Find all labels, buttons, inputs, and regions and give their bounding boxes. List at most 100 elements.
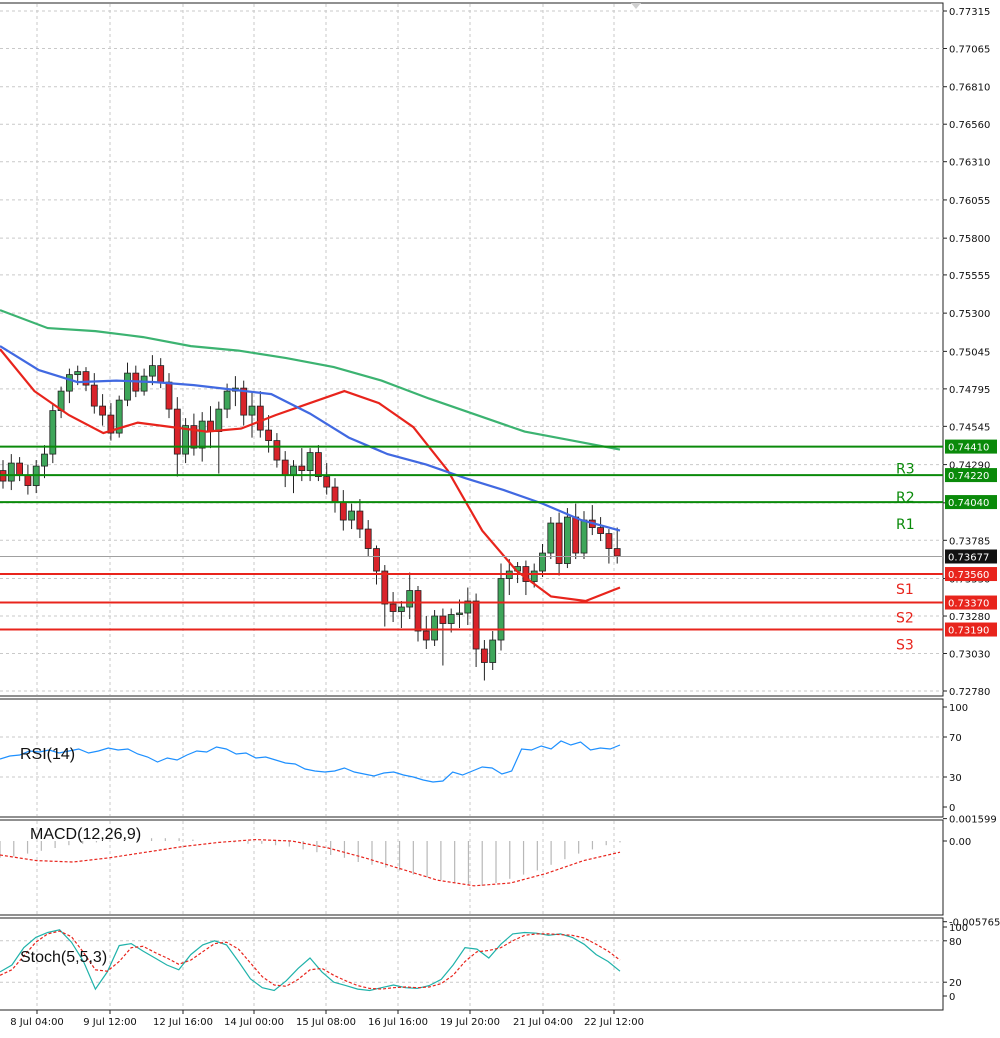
candle-body	[447, 614, 455, 624]
candle-body	[389, 603, 397, 612]
y-tick-label: 0.74290	[949, 461, 990, 472]
y-tick-label: 0.72780	[949, 687, 990, 698]
candle-body	[348, 510, 356, 521]
x-tick-label: 15 Jul 08:00	[296, 1017, 356, 1028]
candle-body	[480, 648, 488, 663]
candle-body	[397, 606, 405, 612]
candle-body	[190, 425, 198, 449]
candle-body	[539, 552, 546, 572]
candle-body	[248, 405, 256, 416]
candle-body	[472, 600, 480, 650]
rsi-y-tick-label: 30	[949, 773, 962, 784]
candle-body	[182, 425, 190, 455]
panel-frame-price	[0, 2, 944, 697]
current-price-text: 0.73677	[948, 552, 989, 563]
candle-body	[597, 527, 604, 534]
candle-body	[41, 453, 48, 467]
candle-body	[24, 474, 32, 486]
candle-body	[273, 440, 281, 461]
y-tick-label: 0.76810	[949, 83, 990, 94]
x-tick-label: 21 Jul 04:00	[513, 1017, 573, 1028]
x-tick-label: 16 Jul 16:00	[368, 1017, 428, 1028]
candle-body	[290, 465, 297, 476]
candle-body	[124, 372, 131, 401]
panel-frame-rsi	[0, 698, 944, 818]
ma-fast-line	[0, 348, 621, 603]
candle-body	[99, 405, 106, 416]
stoch-signal-line	[0, 930, 621, 990]
macd-signal-line	[0, 838, 621, 887]
level-label-r1: R1	[896, 517, 915, 533]
candle-body	[547, 522, 555, 554]
candle-body	[298, 465, 306, 471]
candle-body	[66, 374, 73, 392]
candle-body	[281, 459, 289, 476]
level-tag-s1	[945, 567, 997, 582]
level-tag-r2	[945, 468, 997, 483]
y-tick-label: 0.75045	[949, 347, 990, 358]
level-tag-s3	[945, 622, 997, 637]
panel-frame-stoch	[0, 917, 944, 1011]
candle-body	[364, 528, 372, 549]
rsi-y-tick-label: 100	[949, 703, 968, 714]
candle-body	[613, 548, 621, 557]
level-tag-text-r1: 0.74040	[948, 498, 989, 509]
rsi-line	[0, 740, 621, 783]
candle-body	[265, 429, 273, 441]
level-tag-text-s1: 0.73560	[948, 570, 989, 581]
candle-body	[49, 410, 57, 455]
candle-body	[422, 630, 430, 641]
level-tag-r3	[945, 439, 997, 454]
x-tick-label: 8 Jul 04:00	[10, 1017, 64, 1028]
y-tick-label: 0.77315	[949, 7, 990, 18]
x-tick-label: 19 Jul 20:00	[440, 1017, 500, 1028]
candle-body	[605, 533, 613, 549]
y-tick-label: 0.74795	[949, 385, 990, 396]
candle-body	[572, 516, 580, 554]
candle-body	[373, 548, 380, 572]
x-tick-label: 22 Jul 12:00	[584, 1017, 644, 1028]
level-label-s2: S2	[896, 611, 914, 627]
level-tag-s2	[945, 595, 997, 610]
candle-body	[331, 486, 339, 503]
candle-body	[90, 384, 98, 407]
y-tick-label: 0.73785	[949, 536, 990, 547]
candle-body	[115, 399, 123, 434]
y-tick-label: 0.74545	[949, 422, 990, 433]
level-label-s1: S1	[896, 582, 914, 598]
candle-body	[165, 381, 173, 410]
candle-body	[82, 371, 90, 386]
x-tick-label: 12 Jul 16:00	[153, 1017, 213, 1028]
level-tag-r1	[945, 495, 997, 510]
candle-body	[16, 462, 24, 476]
rsi-label: RSI(14)	[20, 746, 76, 763]
y-tick-label: 0.73030	[949, 650, 990, 661]
candle-body	[148, 365, 156, 377]
candle-body	[530, 570, 538, 582]
y-tick-label: 0.76560	[949, 120, 990, 131]
candle-body	[414, 590, 422, 632]
y-tick-label: 0.77065	[949, 44, 990, 55]
candle-body	[406, 590, 414, 608]
candle-body	[173, 408, 181, 455]
candle-body	[107, 414, 115, 434]
stoch-y-tick-label: 80	[949, 937, 962, 948]
candle-body	[323, 476, 331, 488]
chart-shift-marker	[631, 3, 641, 9]
candle-body	[555, 522, 563, 564]
candle-body	[339, 501, 347, 521]
stoch-label: Stoch(5,5,3)	[20, 949, 108, 966]
candle-body	[140, 375, 148, 392]
y-tick-label: 0.76310	[949, 158, 990, 169]
candle-body	[356, 510, 364, 530]
candle-body	[464, 600, 472, 614]
y-tick-label: 0.76055	[949, 196, 990, 207]
candle-body	[157, 365, 165, 383]
macd-y-tick-label: 0.00	[949, 837, 971, 848]
candle-body	[198, 420, 206, 449]
macd-label: MACD(12,26,9)	[30, 826, 142, 843]
candle-body	[489, 639, 497, 663]
candle-body	[7, 462, 15, 482]
